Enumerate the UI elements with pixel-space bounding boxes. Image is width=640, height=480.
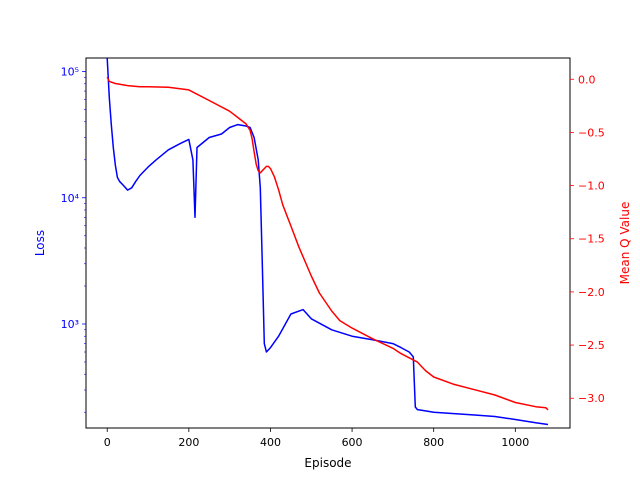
loss-series-line (106, 57, 549, 426)
left-y-axis-label: Loss (33, 230, 47, 256)
right-y-axis-label: Mean Q Value (618, 202, 632, 285)
x-tick-label: 1000 (501, 436, 529, 449)
right-y-tick-label: −0.5 (578, 126, 605, 139)
x-tick-label: 400 (260, 436, 281, 449)
right-y-tick-label: −2.0 (578, 286, 605, 299)
right-y-tick-label: −2.5 (578, 339, 605, 352)
right-y-tick-label: 0.0 (578, 73, 596, 86)
right-y-tick-label: −1.0 (578, 180, 605, 193)
x-axis: 0 200 400 600 800 1000 (104, 428, 529, 449)
right-y-tick-label: −1.5 (578, 233, 605, 246)
plot-content (106, 57, 549, 426)
left-y-tick-label: 10³ (61, 318, 79, 331)
left-y-tick-label: 10⁴ (61, 192, 80, 205)
right-y-axis: 0.0 −0.5 −1.0 −1.5 −2.0 −2.5 −3.0 (570, 73, 605, 405)
plot-frame (85, 57, 571, 429)
right-y-tick-label: −3.0 (578, 392, 605, 405)
q-value-series-line (106, 76, 549, 411)
left-y-tick-label: 10⁵ (61, 66, 79, 79)
x-tick-label: 0 (104, 436, 111, 449)
x-axis-label: Episode (304, 456, 351, 470)
x-tick-label: 200 (178, 436, 199, 449)
x-tick-label: 600 (342, 436, 363, 449)
x-tick-label: 800 (423, 436, 444, 449)
left-y-axis: 10³ 10⁴ 10⁵ (61, 66, 86, 413)
